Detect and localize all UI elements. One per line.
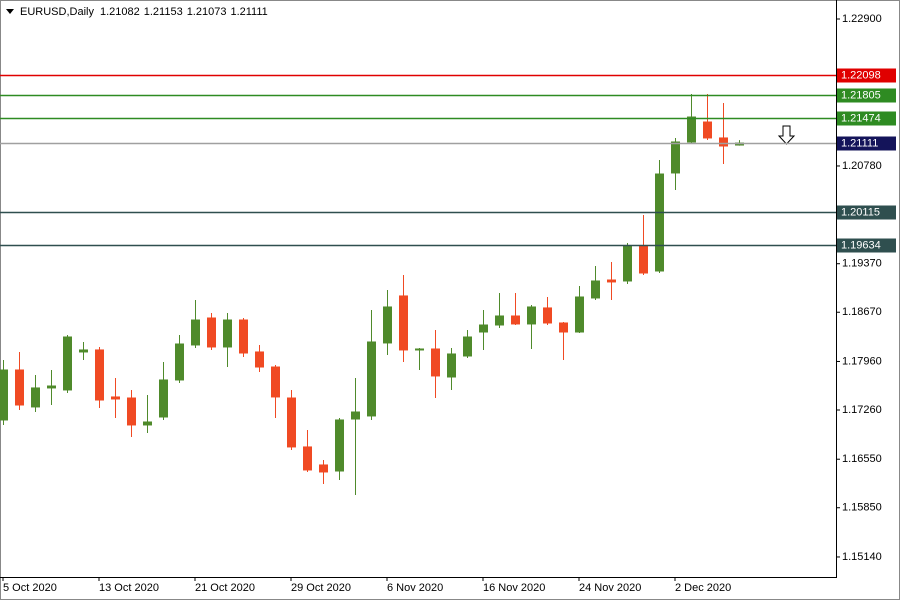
candle-body — [207, 317, 216, 348]
y-tick-label: 1.15850 — [842, 502, 882, 514]
level-label: 1.21111 — [841, 137, 878, 149]
candle-body — [63, 336, 72, 391]
y-tick-label: 1.19370 — [842, 258, 882, 270]
x-tick-label: 21 Oct 2020 — [195, 582, 255, 594]
y-tick-label: 1.20780 — [842, 160, 882, 172]
y-tick-label: 1.16550 — [842, 453, 882, 465]
menu-icon[interactable] — [6, 9, 14, 14]
candle-body — [175, 343, 184, 381]
candle-body — [127, 397, 136, 426]
level-label: 1.19634 — [841, 239, 881, 251]
candle-body — [719, 137, 728, 147]
candle-body — [335, 419, 344, 472]
x-tick-label: 5 Oct 2020 — [3, 582, 57, 594]
header: EURUSD,Daily 1.21082 1.21153 1.21073 1.21111 — [20, 6, 268, 18]
candle-body — [255, 351, 264, 368]
candle-body — [431, 348, 440, 377]
level-label-bg — [837, 111, 896, 126]
close: 1.21111 — [230, 6, 267, 18]
candle-body — [351, 411, 360, 420]
y-tick-label: 1.15140 — [842, 551, 882, 563]
y-tick-label: 1.18670 — [842, 306, 882, 318]
candle-body — [367, 341, 376, 417]
candle-body — [655, 173, 664, 272]
candle-body — [639, 245, 648, 274]
symbol: EURUSD,Daily — [20, 6, 94, 18]
x-tick-label: 29 Oct 2020 — [291, 582, 351, 594]
candle-body — [495, 315, 504, 326]
candle-body — [0, 369, 8, 421]
candle-body — [399, 295, 408, 351]
level-label-bg — [837, 88, 896, 103]
x-tick-label: 13 Oct 2020 — [99, 582, 159, 594]
level-label-bg — [837, 205, 896, 220]
candle-body — [15, 369, 24, 406]
candle-body — [31, 387, 40, 408]
level-label: 1.21474 — [841, 112, 881, 124]
candle-body — [607, 279, 616, 283]
open: 1.21082 — [100, 6, 140, 18]
candle-body — [415, 348, 424, 351]
candle-body — [383, 306, 392, 344]
high: 1.21153 — [144, 6, 183, 18]
x-tick-label: 16 Nov 2020 — [483, 582, 545, 594]
candle-body — [479, 324, 488, 333]
level-label: 1.22098 — [841, 69, 881, 81]
candle-body — [511, 315, 520, 325]
candle-body — [223, 319, 232, 348]
candle-body — [111, 396, 120, 400]
candle-body — [271, 366, 280, 398]
candle-body — [319, 464, 328, 473]
candle-body — [591, 280, 600, 299]
candle-body — [623, 245, 632, 282]
low: 1.21073 — [187, 6, 227, 18]
y-tick-label: 1.22900 — [842, 13, 882, 25]
level-label: 1.21805 — [841, 89, 881, 101]
candle-body — [447, 353, 456, 378]
level-label-bg — [837, 68, 896, 83]
candle-body — [575, 296, 584, 333]
x-tick-label: 24 Nov 2020 — [579, 582, 641, 594]
candle-body — [543, 307, 552, 324]
sell-arrow — [777, 125, 796, 145]
x-tick-label: 2 Dec 2020 — [675, 582, 731, 594]
candle-body — [463, 336, 472, 357]
candle-body — [703, 121, 712, 139]
candle-body — [559, 322, 568, 333]
candle-body — [79, 349, 88, 353]
level-label-bg — [837, 238, 896, 253]
candle-body — [287, 397, 296, 448]
candle-body — [191, 319, 200, 346]
candle-body — [527, 306, 536, 325]
candle-body — [671, 141, 680, 174]
x-tick-label: 6 Nov 2020 — [387, 582, 443, 594]
candle-body — [159, 379, 168, 418]
y-tick-label: 1.17260 — [842, 404, 882, 416]
candle-body — [95, 349, 104, 401]
y-tick-label: 1.17960 — [842, 355, 882, 367]
level-label-bg — [837, 136, 896, 151]
level-label: 1.20115 — [841, 206, 880, 218]
candle-body — [143, 421, 152, 426]
candle-body — [303, 446, 312, 471]
candle-body — [47, 385, 56, 389]
candle-body — [239, 319, 248, 354]
candle-body — [687, 116, 696, 143]
